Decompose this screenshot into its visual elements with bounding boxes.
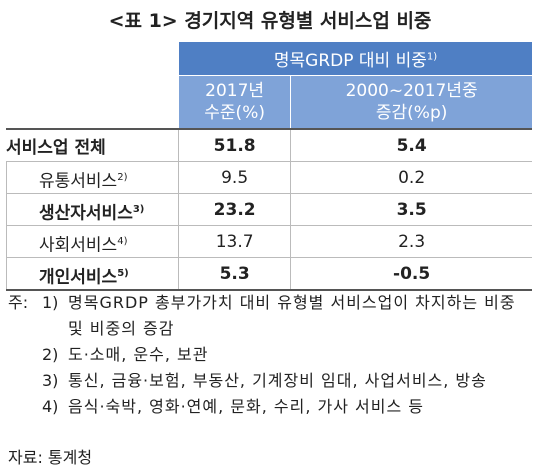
row-label-cell: 유통서비스2): [6, 161, 179, 194]
note-number: 4): [42, 397, 59, 416]
value-cell: 23.2: [177, 193, 291, 226]
source: 자료: 통계청: [8, 448, 93, 467]
row-label: 개인서비스: [39, 267, 118, 288]
column-header: 2017년 수준(%): [177, 75, 291, 130]
row-label: 서비스업 전체: [6, 138, 106, 158]
note: 3) 통신, 금융·보험, 부동산, 기계장비 임대, 사업서비스, 방송: [8, 368, 528, 394]
note-text: 명목GRDP 총부가가치 대비 유형별 서비스업이 차지하는 비중 및 비중의 …: [68, 293, 516, 338]
footnote-ref: 3): [132, 204, 145, 215]
row-label-wrap: 개인서비스5): [6, 258, 129, 289]
value-cell: 51.8: [177, 129, 291, 162]
header-text: 명목GRDP 대비 비중: [273, 51, 427, 71]
title: <표 1> 경기지역 유형별 서비스업 비중: [108, 10, 432, 32]
note-number: 3): [42, 371, 59, 390]
note-prefix: 주:: [8, 293, 29, 312]
note-text: 도·소매, 운수, 보관: [68, 345, 209, 364]
note-indent: [8, 394, 42, 420]
note-indent: [8, 368, 42, 394]
notes: 주: 1) 명목GRDP 총부가가치 대비 유형별 서비스업이 차지하는 비중 및 …: [8, 290, 528, 420]
column-header-line: 증감(%p): [375, 103, 448, 123]
value-cell: -0.5: [290, 257, 532, 291]
header-group: 명목GRDP 대비 비중1): [178, 42, 532, 76]
row-label-cell: 개인서비스5): [6, 257, 179, 291]
value-cell: 9.5: [177, 161, 291, 194]
row-label-cell: 사회서비스4): [6, 225, 179, 258]
note: 주: 1) 명목GRDP 총부가가치 대비 유형별 서비스업이 차지하는 비중 및 …: [8, 290, 528, 342]
note-number: 1): [42, 293, 59, 312]
note: 2) 도·소매, 운수, 보관: [8, 342, 528, 368]
corner: [6, 42, 179, 130]
row-label-cell: 서비스업 전체: [6, 129, 179, 162]
footnote-ref: 1): [426, 51, 438, 63]
row-label-wrap: 사회서비스4): [6, 226, 127, 257]
note-indent: [8, 342, 42, 368]
note-number: 2): [42, 345, 59, 364]
row-label-wrap: 유통서비스2): [6, 162, 127, 193]
header-row: 2017년 수준(%) 2000~2017년중 증감(%p): [6, 75, 532, 130]
footnote-ref: 4): [117, 236, 128, 247]
column-header-line: 2000~2017년중: [345, 81, 478, 101]
row-label: 사회서비스: [39, 235, 118, 256]
row-label-wrap: 생산자서비스3): [6, 194, 144, 225]
value-cell: 13.7: [177, 225, 291, 258]
column-header-line: 2017년: [205, 81, 265, 101]
column-header: 2000~2017년중 증감(%p): [290, 75, 532, 130]
row-label: 유통서비스: [39, 171, 118, 192]
note: 4) 음식·숙박, 영화·연예, 문화, 수리, 가사 서비스 등: [8, 394, 528, 420]
note-text: 통신, 금융·보험, 부동산, 기계장비 임대, 사업서비스, 방송: [68, 371, 487, 390]
row-label-wrap: 서비스업 전체: [6, 138, 106, 158]
footnote-ref: 5): [117, 268, 129, 279]
row: 서비스업 전체 51.8 5.4: [6, 129, 532, 162]
row: 사회서비스4) 13.7 2.3: [6, 225, 532, 258]
note-text: 음식·숙박, 영화·연예, 문화, 수리, 가사 서비스 등: [68, 397, 424, 416]
table-body: 서비스업 전체 51.8 5.4 유통서비스2) 9.5 0.2 생산자서비스3) 23.2 3…: [6, 129, 532, 291]
table: 명목GRDP 대비 비중1) 2017년 수준(%) 2000~2017년중 증감(%…: [6, 42, 532, 291]
row-label-cell: 생산자서비스3): [6, 193, 179, 226]
value-cell: 0.2: [290, 161, 532, 194]
row-label: 생산자서비스: [39, 203, 133, 224]
value-cell: 5.3: [177, 257, 291, 291]
footnote-ref: 2): [117, 172, 128, 183]
row: 생산자서비스3) 23.2 3.5: [6, 193, 532, 226]
value-cell: 3.5: [290, 193, 532, 226]
value-cell: 5.4: [290, 129, 532, 162]
column-header-line: 수준(%): [204, 103, 265, 123]
row: 유통서비스2) 9.5 0.2: [6, 161, 532, 194]
row: 개인서비스5) 5.3 -0.5: [6, 257, 532, 291]
value-cell: 2.3: [290, 225, 532, 258]
